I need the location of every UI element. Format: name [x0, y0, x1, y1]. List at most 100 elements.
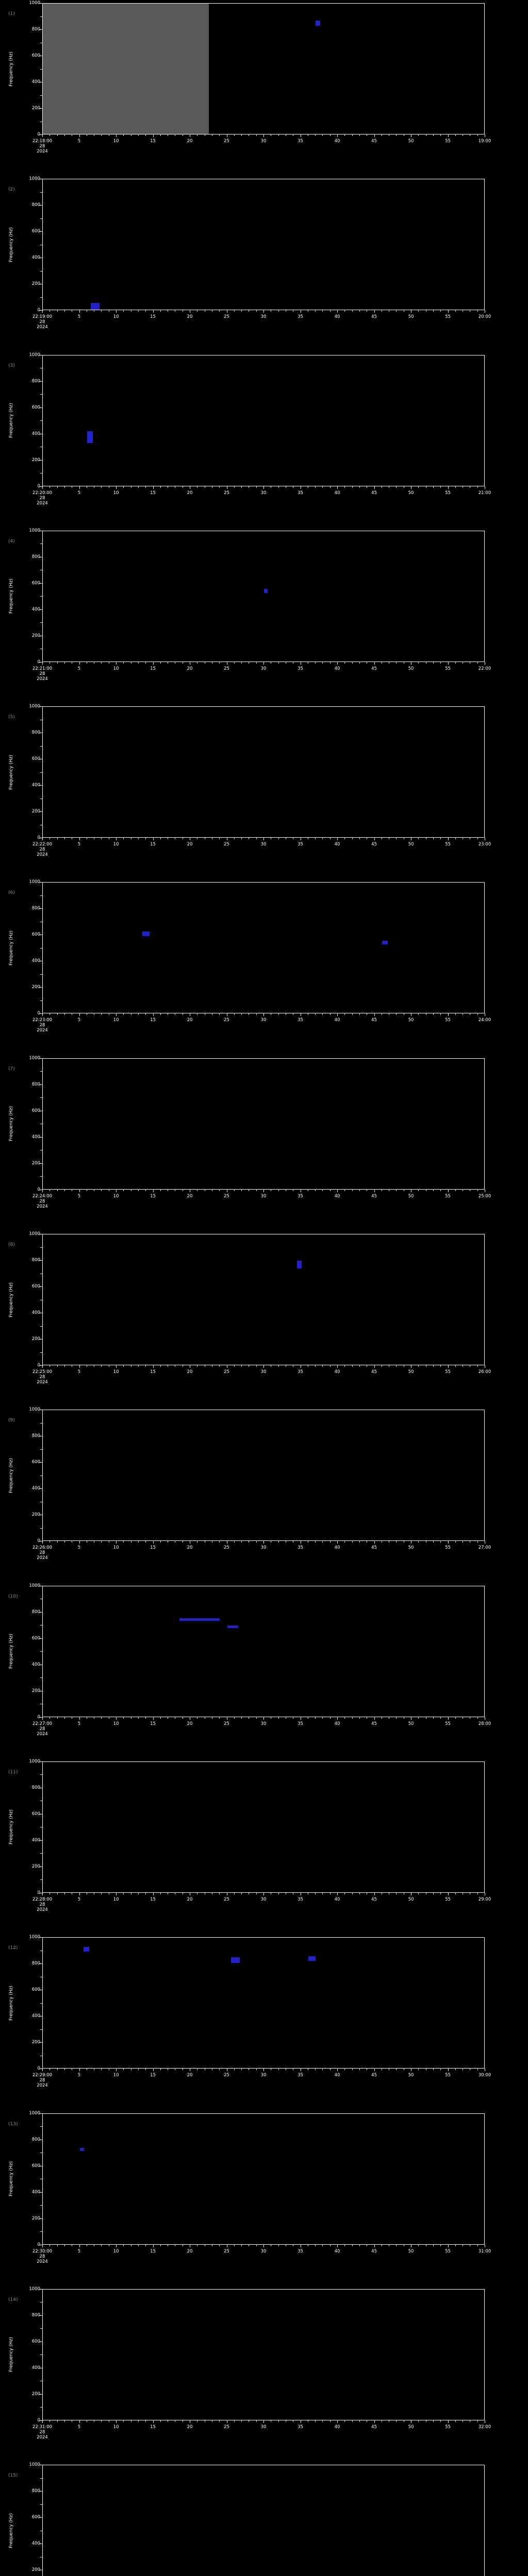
y-tick-label: 400 [31, 1310, 40, 1316]
x-tick-mark-minor [396, 2244, 397, 2246]
x-tick-label-start-time: 22:25:00 [32, 1369, 53, 1375]
x-tick-mark-minor [315, 486, 316, 488]
y-tick-label: 800 [31, 2312, 40, 2318]
spectrogram-panel: (10)Frequency (Hz)0 200 400 600 800 1000 22:27… [0, 1582, 528, 1758]
y-tick-mark-minor [40, 1677, 42, 1679]
x-tick-mark-minor [278, 2244, 279, 2246]
y-tick-mark [39, 1937, 42, 1938]
x-tick-mark-minor [57, 662, 58, 664]
y-tick-mark [39, 1058, 42, 1059]
y-tick-label: 800 [31, 378, 40, 384]
spectrogram-panel: (13)Frequency (Hz)0 200 400 600 800 1000 22:30… [0, 2110, 528, 2286]
x-tick-mark-minor [433, 134, 434, 136]
y-tick-label: 1000 [29, 176, 40, 182]
y-tick-mark [39, 2289, 42, 2290]
x-tick-label-end: 32:00 [478, 2424, 491, 2430]
x-tick-label-end: 24:00 [478, 1018, 491, 1023]
x-tick-label: 20 [187, 842, 193, 848]
x-tick-mark-minor [396, 1189, 397, 1191]
x-tick-mark-minor [256, 1013, 257, 1015]
x-tick-label: 35 [298, 1721, 303, 1726]
x-tick-mark-minor [234, 1892, 235, 1894]
x-tick-mark-minor [352, 2069, 353, 2071]
y-tick-label: 0 [9, 659, 40, 665]
x-tick-mark-minor [344, 662, 345, 664]
x-tick-mark-minor [359, 662, 360, 664]
x-tick-mark-minor [241, 310, 242, 312]
x-tick-label-start: 22:31:00 28 2024 [32, 2425, 52, 2440]
x-tick-mark-minor [322, 310, 323, 312]
x-tick-mark [116, 2069, 117, 2072]
x-tick-mark-minor [160, 1189, 161, 1191]
x-tick-mark-minor [101, 1892, 102, 1894]
x-tick-mark [448, 1717, 449, 1720]
panel-index-label: (5) [8, 715, 15, 720]
x-tick-mark-minor [256, 134, 257, 136]
y-tick-label: 400 [31, 2365, 40, 2370]
x-tick-mark-minor [344, 1541, 345, 1543]
x-tick-mark-minor [329, 1189, 331, 1191]
x-tick-mark-minor [344, 838, 345, 840]
spectrogram-image [43, 1234, 484, 1365]
y-axis-label: Frequency (Hz) [7, 1234, 15, 1365]
x-tick-mark-minor [440, 662, 441, 664]
x-tick-mark-minor [396, 1013, 397, 1015]
y-axis-label: Frequency (Hz) [7, 531, 15, 662]
x-tick-mark [153, 662, 154, 665]
x-tick-mark-minor [138, 1541, 139, 1543]
y-tick-mark-minor [40, 2328, 42, 2329]
spectrogram-image [43, 2465, 484, 2576]
x-tick-mark-minor [57, 310, 58, 312]
x-tick-label: 50 [408, 1193, 414, 1199]
x-tick-label: 45 [371, 2424, 377, 2430]
x-tick-label: 25 [224, 1018, 229, 1023]
x-tick-mark-minor [433, 2420, 434, 2422]
x-tick-label: 20 [187, 666, 193, 671]
y-tick-label: 600 [31, 404, 40, 410]
x-tick-mark-minor [322, 2069, 323, 2071]
x-tick-mark-minor [64, 2069, 65, 2071]
x-tick-mark-minor [396, 1717, 397, 1719]
x-tick-mark-minor [64, 662, 65, 664]
x-tick-label-end: 19:00 [478, 139, 491, 144]
x-tick-mark [116, 662, 117, 665]
y-tick-mark-minor [40, 297, 42, 298]
y-tick-mark-minor [40, 2354, 42, 2355]
x-tick-mark-minor [329, 1013, 331, 1015]
x-tick-mark-minor [64, 1541, 65, 1543]
x-tick-mark-minor [64, 838, 65, 840]
x-tick-mark [116, 1013, 117, 1016]
x-tick-mark-minor [315, 1365, 316, 1367]
x-tick-mark-minor [138, 2069, 139, 2071]
x-tick-mark-minor [64, 1892, 65, 1894]
x-tick-mark-minor [234, 1365, 235, 1367]
x-tick-mark [153, 1541, 154, 1544]
x-tick-label: 30 [260, 842, 267, 848]
x-tick-mark-minor [234, 134, 235, 136]
x-tick-mark-minor [440, 2244, 441, 2246]
x-tick-label: 35 [298, 1545, 303, 1551]
x-tick-mark-minor [160, 1013, 161, 1015]
x-tick-label-start-year: 2024 [37, 2259, 48, 2264]
spectrogram-panel: (15)Frequency (Hz)0200400600800100022:32… [0, 2462, 528, 2576]
x-tick-mark-minor [57, 486, 58, 488]
x-tick-mark [153, 1717, 154, 1720]
x-tick-mark-minor [433, 1365, 434, 1367]
x-tick-label-start-year: 2024 [37, 1731, 48, 1737]
x-tick-mark-minor [241, 662, 242, 664]
x-tick-mark-minor [145, 310, 146, 312]
y-tick-mark [39, 1638, 42, 1639]
x-tick-label: 55 [445, 2424, 451, 2430]
x-tick-mark-minor [359, 486, 360, 488]
x-tick-label: 5 [77, 490, 81, 496]
x-tick-label-start: 22:23:00 28 2024 [32, 1018, 52, 1033]
x-tick-mark [337, 134, 338, 137]
x-tick-mark-minor [344, 486, 345, 488]
x-tick-label: 30 [260, 1193, 267, 1199]
y-tick-mark [39, 662, 42, 663]
x-tick-mark-minor [57, 1189, 58, 1191]
y-tick-label: 200 [31, 2567, 40, 2573]
x-tick-label-start-day: 28 [39, 2429, 45, 2435]
x-tick-label: 55 [445, 1545, 451, 1551]
x-tick-label-start-day: 28 [39, 1375, 45, 1380]
